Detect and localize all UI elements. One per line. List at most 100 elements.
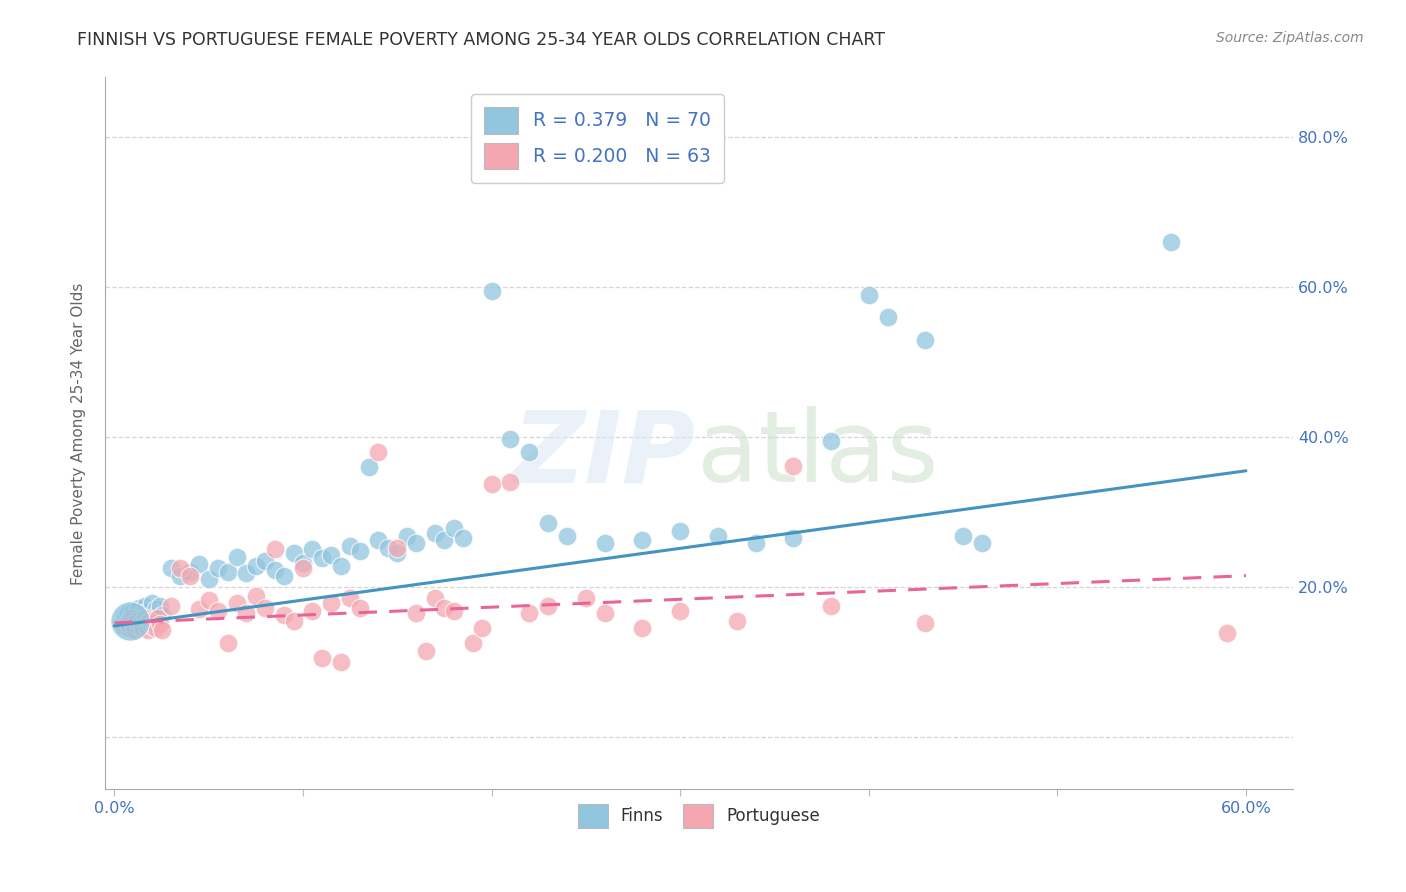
Point — [254, 554, 277, 568]
Point — [339, 539, 361, 553]
Point — [217, 565, 239, 579]
Point — [179, 568, 201, 582]
Point — [197, 573, 219, 587]
Text: ZIP: ZIP — [513, 406, 696, 503]
Text: atlas: atlas — [697, 406, 939, 503]
Point — [405, 606, 427, 620]
Point — [150, 624, 173, 638]
Point — [131, 606, 153, 620]
Point — [226, 549, 249, 564]
Point — [517, 606, 540, 620]
Point — [135, 617, 157, 632]
Point — [377, 541, 399, 555]
Point — [235, 606, 257, 620]
Point — [283, 614, 305, 628]
Point — [970, 536, 993, 550]
Point — [135, 610, 157, 624]
Text: FINNISH VS PORTUGUESE FEMALE POVERTY AMONG 25-34 YEAR OLDS CORRELATION CHART: FINNISH VS PORTUGUESE FEMALE POVERTY AMO… — [77, 31, 886, 49]
Point — [782, 531, 804, 545]
Point — [188, 602, 211, 616]
Point — [367, 445, 389, 459]
Point — [453, 531, 475, 545]
Point — [160, 561, 183, 575]
Point — [118, 621, 141, 635]
Point — [134, 611, 156, 625]
Point — [143, 614, 166, 628]
Text: Source: ZipAtlas.com: Source: ZipAtlas.com — [1216, 31, 1364, 45]
Point — [128, 619, 150, 633]
Point — [782, 458, 804, 473]
Point — [631, 533, 654, 548]
Point — [357, 460, 380, 475]
Point — [387, 546, 409, 560]
Point — [114, 610, 136, 624]
Point — [283, 546, 305, 560]
Point — [143, 615, 166, 630]
Point — [725, 614, 748, 628]
Point — [367, 533, 389, 548]
Point — [128, 601, 150, 615]
Point — [245, 558, 267, 573]
Point — [139, 614, 162, 628]
Point — [443, 521, 465, 535]
Point — [263, 564, 285, 578]
Point — [349, 601, 371, 615]
Point — [188, 558, 211, 572]
Point — [254, 601, 277, 615]
Point — [387, 541, 409, 555]
Point — [292, 556, 315, 570]
Point — [669, 604, 692, 618]
Point — [235, 566, 257, 581]
Point — [395, 529, 418, 543]
Point — [423, 526, 446, 541]
Point — [197, 593, 219, 607]
Point — [1160, 235, 1182, 250]
Point — [179, 565, 201, 579]
Point — [207, 561, 229, 575]
Point — [669, 524, 692, 538]
Point — [169, 561, 191, 575]
Point — [145, 621, 167, 635]
Point — [349, 544, 371, 558]
Point — [149, 599, 172, 613]
Point — [117, 606, 139, 620]
Point — [217, 636, 239, 650]
Point — [160, 599, 183, 613]
Point — [292, 561, 315, 575]
Point — [415, 643, 437, 657]
Point — [124, 614, 146, 628]
Point — [122, 617, 145, 632]
Point — [321, 596, 343, 610]
Point — [226, 596, 249, 610]
Point — [169, 568, 191, 582]
Point — [146, 611, 169, 625]
Point — [139, 608, 162, 623]
Point — [125, 602, 148, 616]
Point — [311, 651, 333, 665]
Point — [124, 624, 146, 638]
Point — [433, 601, 456, 615]
Point — [138, 604, 160, 618]
Point — [120, 608, 142, 623]
Point — [311, 551, 333, 566]
Point — [117, 615, 139, 630]
Point — [329, 558, 352, 573]
Point — [537, 599, 560, 613]
Point — [118, 614, 141, 628]
Point — [150, 608, 173, 623]
Point — [443, 604, 465, 618]
Point — [423, 591, 446, 606]
Point — [138, 624, 160, 638]
Point — [301, 542, 323, 557]
Point — [744, 536, 766, 550]
Y-axis label: Female Poverty Among 25-34 Year Olds: Female Poverty Among 25-34 Year Olds — [72, 282, 86, 584]
Legend: Finns, Portuguese: Finns, Portuguese — [571, 797, 827, 834]
Point — [820, 599, 842, 613]
Point — [301, 604, 323, 618]
Point — [707, 529, 730, 543]
Point — [481, 476, 503, 491]
Point — [125, 614, 148, 628]
Point — [471, 621, 494, 635]
Point — [329, 655, 352, 669]
Point — [207, 604, 229, 618]
